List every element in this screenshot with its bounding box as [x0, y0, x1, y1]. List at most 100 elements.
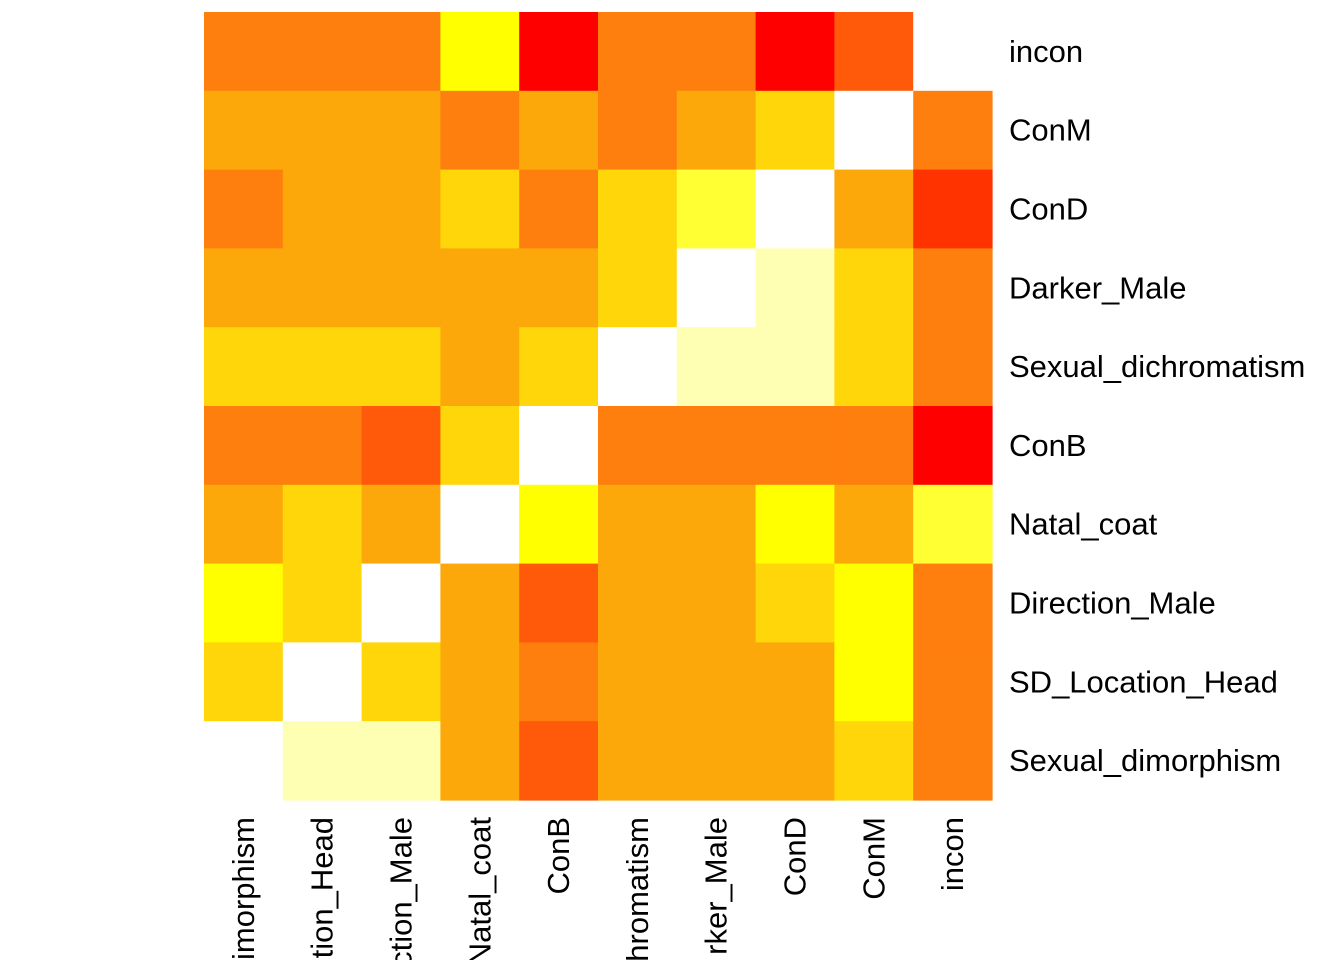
heatmap-cell	[440, 642, 520, 722]
heatmap-cell	[204, 90, 284, 171]
row-label: incon	[1009, 34, 1083, 69]
heatmap-cell	[519, 12, 599, 92]
heatmap-cell	[913, 563, 993, 643]
heatmap-cell	[676, 721, 757, 801]
row-label: SD_Location_Head	[1009, 664, 1278, 699]
heatmap-cell	[598, 12, 678, 92]
heatmap-cell	[519, 484, 599, 565]
column-labels: imorphism tion_Head ction_Male Natal_coat Co…	[226, 817, 970, 960]
heatmap-cell	[834, 406, 914, 486]
heatmap-cell	[598, 563, 678, 643]
heatmap-cell	[755, 563, 835, 643]
heatmap-cell	[913, 169, 993, 249]
heatmap-cell	[519, 642, 599, 722]
heatmap-cell	[282, 642, 363, 722]
heatmap-cell	[676, 642, 757, 722]
heatmap-cell	[361, 169, 441, 249]
heatmap-cell	[204, 327, 284, 407]
heatmap-cell	[282, 169, 363, 249]
heatmap-cell	[834, 563, 914, 643]
heatmap-cell	[519, 327, 599, 407]
column-label: ConD	[778, 817, 813, 896]
heatmap-cell	[913, 642, 993, 722]
column-label: hromatism	[620, 817, 655, 960]
column-label: Natal_coat	[462, 817, 497, 960]
heatmap-cell	[361, 12, 441, 92]
heatmap-cell	[282, 327, 363, 407]
heatmap-cell	[282, 90, 363, 171]
heatmap-cell	[755, 169, 835, 249]
heatmap-cell	[676, 327, 757, 407]
heatmap-cell	[598, 327, 678, 407]
heatmap-cell	[755, 642, 835, 722]
heatmap-cell	[282, 248, 363, 328]
heatmap-cell	[676, 406, 757, 486]
heatmap-cell	[361, 248, 441, 328]
heatmap-cell	[519, 721, 599, 801]
heatmap-cell	[361, 327, 441, 407]
row-label: Sexual_dimorphism	[1009, 743, 1281, 778]
row-label: Darker_Male	[1009, 270, 1186, 305]
heatmap-cell	[598, 721, 678, 801]
heatmap-cell	[204, 406, 284, 486]
heatmap-cell	[755, 721, 835, 801]
heatmap-cell	[755, 248, 835, 328]
heatmap-cell	[440, 12, 520, 92]
heatmap-cell	[913, 406, 993, 486]
heatmap-cell	[440, 406, 520, 486]
heatmap-cell	[755, 406, 835, 486]
heatmap-cell	[519, 248, 599, 328]
heatmap-cell	[204, 484, 284, 565]
heatmap-cell	[440, 721, 520, 801]
heatmap-cell	[204, 12, 284, 92]
heatmap-cell	[519, 90, 599, 171]
heatmap-cell	[913, 12, 993, 92]
row-label: Direction_Male	[1009, 586, 1216, 621]
heatmap-cell	[361, 90, 441, 171]
heatmap-cell	[834, 169, 914, 249]
heatmap-cell	[440, 169, 520, 249]
heatmap-cell	[598, 406, 678, 486]
heatmap-cell	[676, 90, 757, 171]
column-label: ConM	[856, 817, 891, 900]
row-label: Natal_coat	[1009, 507, 1158, 542]
heatmap-cell	[361, 563, 441, 643]
heatmap-cells	[204, 12, 993, 801]
column-label: rker_Male	[699, 817, 734, 955]
heatmap-cell	[282, 12, 363, 92]
heatmap-cell	[676, 12, 757, 92]
column-label: incon	[935, 817, 970, 891]
heatmap-cell	[598, 642, 678, 722]
heatmap-cell	[834, 642, 914, 722]
heatmap-cell	[519, 563, 599, 643]
heatmap-cell	[361, 406, 441, 486]
heatmap-cell	[913, 327, 993, 407]
heatmap-cell	[204, 721, 284, 801]
heatmap-cell	[598, 248, 678, 328]
heatmap-cell	[598, 484, 678, 565]
heatmap-cell	[204, 563, 284, 643]
heatmap-cell	[361, 721, 441, 801]
heatmap-cell	[834, 90, 914, 171]
heatmap-cell	[676, 169, 757, 249]
heatmap-cell	[282, 406, 363, 486]
heatmap-cell	[282, 563, 363, 643]
heatmap-cell	[519, 169, 599, 249]
heatmap-cell	[755, 484, 835, 565]
heatmap-cell	[598, 169, 678, 249]
heatmap-cell	[204, 248, 284, 328]
heatmap-cell	[519, 406, 599, 486]
heatmap-cell	[755, 327, 835, 407]
heatmap-cell	[282, 484, 363, 565]
heatmap-cell	[204, 642, 284, 722]
column-label: ction_Male	[384, 817, 419, 960]
heatmap-cell	[755, 12, 835, 92]
heatmap-cell	[913, 484, 993, 565]
row-labels: incon ConM ConD Darker_Male Sexual_dichromat…	[1009, 34, 1305, 778]
column-label: ConB	[541, 817, 576, 895]
heatmap-cell	[834, 327, 914, 407]
heatmap-cell	[913, 90, 993, 171]
column-label: tion_Head	[305, 817, 340, 958]
